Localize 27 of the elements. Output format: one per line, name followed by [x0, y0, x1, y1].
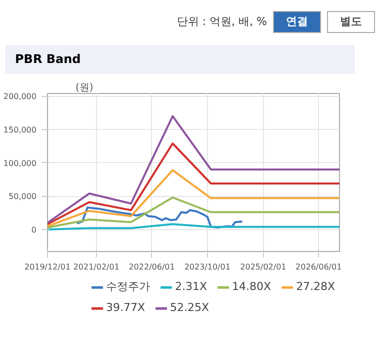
line-series — [48, 169, 340, 228]
legend-label: 27.28X — [296, 280, 336, 293]
chart-title: PBR Band — [5, 45, 355, 74]
x-tick-label: 2023/10/01 — [184, 262, 230, 272]
line-series — [48, 142, 340, 226]
legend-label: 39.77X — [106, 301, 146, 314]
x-tick-label: 2026/06/01 — [296, 262, 342, 272]
y-tick-label: 200,000 — [3, 92, 37, 102]
text: 연결 — [273, 11, 321, 33]
line-series — [48, 115, 340, 224]
legend-label: 2.31X — [175, 280, 208, 293]
y-tick-label: 50,000 — [8, 192, 37, 202]
line-series — [48, 196, 340, 228]
y-tick-label: 150,000 — [3, 126, 37, 134]
text: 별도 — [327, 11, 375, 33]
x-tick-label: 2025/02/01 — [240, 262, 286, 272]
y-tick-label: 0 — [31, 226, 37, 234]
x-tick-label: 2021/02/01 — [73, 262, 120, 272]
y-axis-title: (원) — [76, 82, 94, 94]
text: 단위 : 억원, 배, % — [176, 14, 267, 30]
y-tick-label: 100,000 — [3, 158, 37, 168]
line-series — [76, 206, 244, 228]
legend-label: 수정주가 — [106, 279, 150, 294]
x-tick-label: 2022/06/01 — [128, 262, 175, 272]
legend-label: 14.80X — [232, 280, 272, 293]
legend-label: 52.25X — [170, 301, 210, 314]
x-tick-label: 2019/12/01 — [24, 262, 71, 272]
